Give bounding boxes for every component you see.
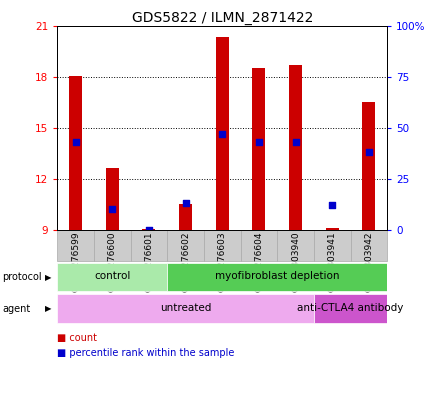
Bar — [131, 230, 167, 261]
Text: ▶: ▶ — [45, 304, 51, 313]
Text: GSM1276604: GSM1276604 — [254, 231, 264, 292]
Text: ▶: ▶ — [45, 273, 51, 281]
Text: untreated: untreated — [160, 303, 211, 313]
Point — [219, 131, 226, 137]
Text: GSM1276599: GSM1276599 — [71, 231, 80, 292]
Bar — [57, 230, 94, 261]
Point — [145, 227, 152, 233]
Bar — [351, 230, 387, 261]
Text: agent: agent — [2, 303, 30, 314]
Text: GSM1303941: GSM1303941 — [328, 231, 337, 292]
Text: GSM1276601: GSM1276601 — [144, 231, 154, 292]
Point — [292, 139, 299, 145]
Bar — [314, 230, 351, 261]
Bar — [106, 168, 119, 230]
Bar — [326, 228, 339, 230]
Bar — [179, 204, 192, 230]
Text: GSM1276603: GSM1276603 — [218, 231, 227, 292]
Point — [182, 200, 189, 206]
Bar — [253, 68, 265, 230]
Bar — [143, 229, 155, 230]
Bar — [363, 102, 375, 230]
Text: ■ count: ■ count — [57, 333, 97, 343]
Point — [109, 206, 116, 213]
Point — [329, 202, 336, 209]
Text: control: control — [94, 272, 130, 281]
Text: GSM1303942: GSM1303942 — [364, 231, 374, 292]
Text: protocol: protocol — [2, 272, 42, 282]
Point — [255, 139, 262, 145]
Bar — [216, 37, 229, 230]
Text: GSM1276600: GSM1276600 — [108, 231, 117, 292]
Title: GDS5822 / ILMN_2871422: GDS5822 / ILMN_2871422 — [132, 11, 313, 24]
Point — [365, 149, 372, 155]
Bar — [314, 294, 387, 323]
Text: myofibroblast depletion: myofibroblast depletion — [215, 272, 339, 281]
Text: anti-CTLA4 antibody: anti-CTLA4 antibody — [297, 303, 404, 313]
Bar — [94, 230, 131, 261]
Bar — [289, 65, 302, 230]
Text: GSM1276602: GSM1276602 — [181, 231, 190, 292]
Bar — [167, 230, 204, 261]
Bar — [241, 230, 277, 261]
Bar — [277, 230, 314, 261]
Bar — [167, 263, 387, 291]
Text: GSM1303940: GSM1303940 — [291, 231, 300, 292]
Bar — [204, 230, 241, 261]
Text: ■ percentile rank within the sample: ■ percentile rank within the sample — [57, 348, 235, 358]
Bar — [69, 76, 82, 230]
Point — [72, 139, 79, 145]
Bar — [57, 263, 167, 291]
Bar — [57, 294, 314, 323]
